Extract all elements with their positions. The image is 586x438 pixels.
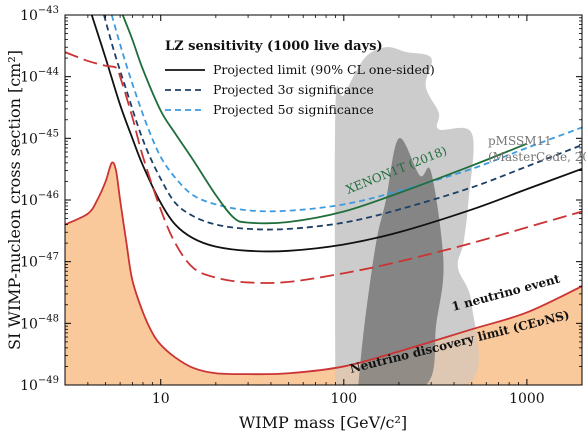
y-tick-label: 10−47 [20, 252, 59, 271]
y-tick-label: 10−48 [20, 313, 59, 332]
series-lines-layer [65, 15, 582, 376]
legend: LZ sensitivity (1000 live days) Projected… [165, 39, 435, 117]
fill-neutrino-discovery-limit-ce-ns [65, 162, 582, 385]
y-tick-label: 10−44 [20, 67, 59, 86]
series-line-1-neutrino-event [65, 51, 582, 284]
y-tick-label: 10−43 [20, 5, 59, 24]
neutrino-fill-layer [65, 47, 582, 385]
x-axis-label: WIMP mass [GeV/c²] [239, 413, 407, 432]
y-axis-label: SI WIMP-nucleon cross section [cm²] [5, 50, 24, 350]
legend-title: LZ sensitivity (1000 live days) [165, 39, 383, 54]
y-tick-label: 10−45 [20, 128, 59, 147]
x-tick-label: 1000 [509, 391, 545, 407]
y-tick-label: 10−46 [20, 190, 59, 209]
axis-ticks: 10 100 1000 10−49 10−48 10−47 10−46 10−45 10−44 1… [20, 5, 583, 407]
legend-label-projected-5-significance: Projected 5σ significance [213, 102, 374, 117]
label-pmssm11-line-1: pMSSM11 [488, 134, 552, 148]
series-line-neutrino-discovery-limit-ce-ns [65, 161, 582, 376]
x-tick-label: 100 [330, 391, 357, 407]
series-line-projected-limit-90-cl-one-sided [90, 15, 582, 253]
y-tick-label: 10−49 [20, 375, 59, 394]
series-line-projected-5-significance [110, 15, 582, 213]
series-line-xenon1t-2018 [121, 15, 528, 225]
legend-label-projected-limit-90-cl-one-sided: Projected limit (90% CL one-sided) [213, 62, 435, 77]
x-tick-label: 10 [152, 391, 170, 407]
label-pmssm11-line-2: (MasterCode, 2017) [488, 150, 586, 164]
series-line-projected-3-significance [103, 15, 582, 231]
legend-label-projected-3-significance: Projected 3σ significance [213, 82, 374, 97]
